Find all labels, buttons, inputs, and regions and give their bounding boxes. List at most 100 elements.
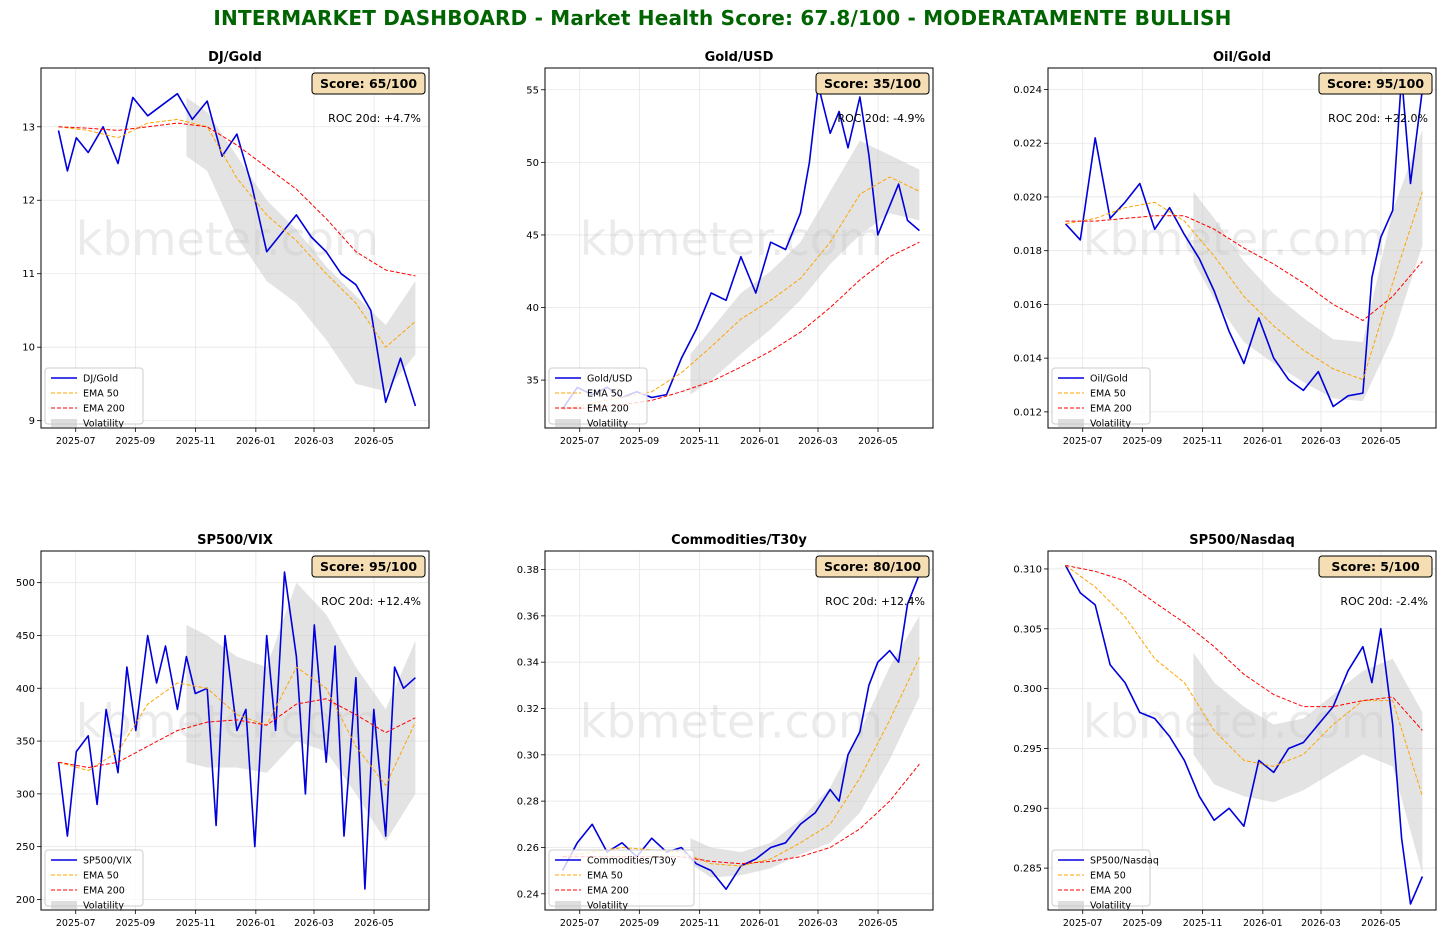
y-tick-label: 0.295: [1013, 744, 1042, 755]
x-tick-label: 2026-05: [858, 918, 898, 929]
chart-title: DJ/Gold: [208, 50, 262, 65]
x-tick-label: 2025-11: [1183, 918, 1223, 929]
y-tick-label: 200: [16, 895, 35, 906]
legend-label: EMA 50: [1090, 389, 1126, 400]
roc-text: ROC 20d: +12.4%: [321, 595, 421, 608]
x-tick-label: 2026-05: [1361, 436, 1401, 447]
score-text: Score: 80/100: [824, 559, 921, 574]
x-tick-label: 2025-09: [116, 436, 156, 447]
volatility-band: [690, 140, 920, 395]
y-tick-label: 0.020: [1013, 192, 1042, 203]
y-tick-label: 250: [16, 842, 35, 853]
legend-label: EMA 50: [83, 389, 119, 400]
chart-panel: kbmeter.com 9 10 11 12 13 2025-07 2025-09 2025-1…: [22, 50, 430, 447]
x-tick-label: 2025-11: [680, 436, 720, 447]
plot-area: [57, 92, 417, 407]
roc-text: ROC 20d: +12.4%: [825, 595, 925, 608]
y-tick-label: 0.012: [1013, 407, 1042, 418]
y-tick-label: 400: [16, 684, 35, 695]
y-tick-label: 0.34: [517, 658, 539, 669]
ema200-line: [562, 241, 920, 410]
legend-label: Oil/Gold: [1090, 374, 1128, 385]
y-tick-label: 10: [22, 343, 35, 354]
legend-label: Volatility: [587, 901, 628, 912]
score-badge: [815, 555, 930, 578]
x-tick-label: 2026-05: [354, 918, 394, 929]
ema50-line: [562, 657, 920, 867]
legend-label: EMA 50: [587, 871, 623, 882]
chart-title: Commodities/T30y: [671, 533, 807, 548]
score-text: Score: 65/100: [320, 76, 417, 91]
ema50-line: [58, 118, 416, 348]
y-tick-label: 11: [22, 269, 35, 280]
legend-label: EMA 200: [1090, 886, 1132, 897]
score-text: Score: 95/100: [1327, 76, 1424, 91]
x-tick-label: 2025-09: [620, 436, 660, 447]
volatility-band: [1193, 129, 1423, 402]
chart-title: Oil/Gold: [1213, 50, 1271, 65]
legend-label: DJ/Gold: [83, 374, 118, 385]
axes-frame: [1047, 67, 1437, 429]
legend-label: Volatility: [1090, 901, 1131, 912]
legend-label: EMA 200: [83, 886, 125, 897]
chart-panel: kbmeter.com0.2850.2900.2950.3000.3050.31…: [1013, 533, 1437, 929]
score-badge: [311, 72, 426, 95]
x-tick-label: 2025-11: [680, 918, 720, 929]
legend-swatch-band: [555, 419, 581, 427]
y-tick-label: 500: [16, 578, 35, 589]
legend-box: [44, 367, 144, 425]
x-tick-label: 2025-07: [560, 436, 600, 447]
y-tick-label: 35: [526, 376, 539, 387]
y-tick-label: 0.290: [1013, 804, 1042, 815]
y-tick-label: 0.285: [1013, 864, 1042, 875]
x-tick-label: 2025-11: [176, 918, 216, 929]
y-tick-label: 0.38: [517, 565, 539, 576]
price-line: [57, 92, 417, 407]
legend-label: EMA 50: [83, 871, 119, 882]
x-tick-label: 2026-03: [294, 436, 334, 447]
legend-label: EMA 50: [1090, 871, 1126, 882]
roc-text: ROC 20d: -2.4%: [1340, 595, 1428, 608]
x-tick-label: 2025-07: [1063, 918, 1103, 929]
ema50-line: [1065, 191, 1423, 381]
score-text: Score: 35/100: [824, 76, 921, 91]
x-tick-label: 2025-11: [1183, 436, 1223, 447]
y-tick-label: 55: [526, 85, 539, 96]
x-tick-label: 2026-05: [858, 436, 898, 447]
legend-label: Volatility: [83, 419, 124, 430]
axes-frame: [40, 67, 430, 429]
x-tick-label: 2026-01: [1243, 918, 1283, 929]
chart-title: SP500/Nasdaq: [1189, 533, 1295, 548]
x-tick-label: 2025-11: [176, 436, 216, 447]
legend-swatch-band: [555, 901, 581, 909]
legend-label: EMA 200: [83, 404, 125, 415]
legend-label: Volatility: [83, 901, 124, 912]
legend-label: SP500/VIX: [83, 856, 132, 867]
plot-area: [57, 571, 416, 890]
ema50-line: [1065, 564, 1423, 797]
y-tick-label: 0.305: [1013, 624, 1042, 635]
y-tick-label: 0.014: [1013, 354, 1042, 365]
y-tick-label: 450: [16, 631, 35, 642]
x-tick-label: 2026-03: [798, 436, 838, 447]
x-tick-label: 2026-05: [354, 436, 394, 447]
y-tick-label: 0.300: [1013, 684, 1042, 695]
chart-title: SP500/VIX: [197, 533, 273, 548]
roc-text: ROC 20d: -4.9%: [837, 112, 925, 125]
score-badge: [815, 72, 930, 95]
y-tick-label: 0.016: [1013, 300, 1042, 311]
x-tick-label: 2025-09: [1123, 436, 1163, 447]
chart-panel: kbmeter.com2002503003504004505002025-072…: [16, 533, 430, 929]
axes-frame: [544, 67, 934, 429]
x-tick-label: 2025-07: [560, 918, 600, 929]
y-tick-label: 45: [526, 230, 539, 241]
price-line: [1064, 565, 1424, 905]
y-tick-label: 300: [16, 789, 35, 800]
roc-text: ROC 20d: +4.7%: [328, 112, 421, 125]
axes-frame: [544, 550, 934, 911]
y-tick-label: 0.018: [1013, 246, 1042, 257]
volatility-band: [186, 97, 416, 392]
legend-box: [548, 367, 648, 425]
y-tick-label: 0.32: [517, 704, 539, 715]
